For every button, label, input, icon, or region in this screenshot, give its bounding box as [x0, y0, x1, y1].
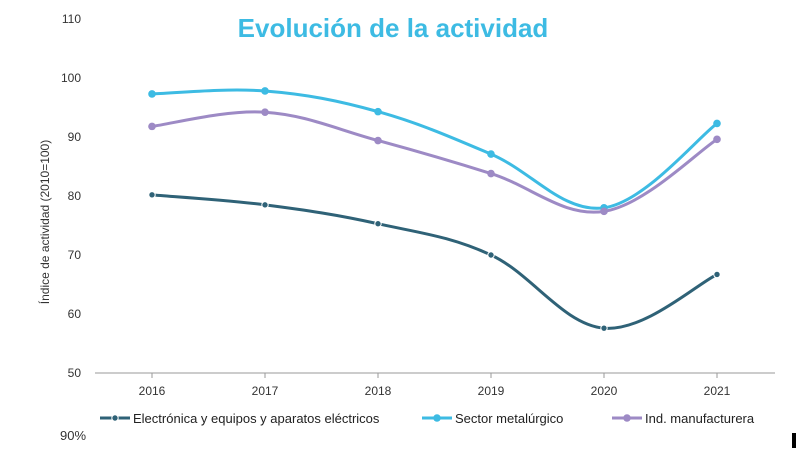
series-line — [150, 110, 719, 214]
legend: Electrónica y equipos y aparatos eléctri… — [100, 411, 755, 426]
data-point — [487, 150, 495, 158]
data-point — [600, 207, 608, 216]
x-tick-label: 2021 — [704, 384, 731, 398]
data-point — [148, 191, 156, 199]
data-point — [487, 169, 495, 178]
series-line — [150, 193, 719, 330]
x-tick-label: 2018 — [365, 384, 392, 398]
legend-marker — [623, 414, 631, 422]
y-axis-ticks: 50 60 70 80 90 100 110 — [61, 12, 81, 380]
series-line — [150, 88, 719, 210]
y-tick-label: 60 — [68, 307, 82, 321]
data-point — [374, 107, 382, 116]
y-tick-label: 80 — [68, 189, 82, 203]
data-point — [261, 108, 269, 117]
y-tick-label: 100 — [61, 71, 81, 85]
data-point — [713, 135, 721, 144]
data-point — [600, 324, 608, 332]
x-tick-label: 2016 — [139, 384, 166, 398]
data-point — [261, 87, 269, 95]
legend-marker — [111, 414, 119, 422]
legend-label: Electrónica y equipos y aparatos eléctri… — [133, 411, 380, 426]
y-tick-label: 50 — [68, 366, 82, 380]
x-tick-label: 2019 — [478, 384, 505, 398]
edge-fragment — [792, 433, 796, 448]
data-point — [487, 251, 495, 259]
y-tick-label: 70 — [68, 248, 82, 262]
x-axis-ticks: 2016 2017 2018 2019 2020 2021 — [139, 373, 731, 398]
y-tick-label: 110 — [62, 12, 81, 26]
data-point — [261, 201, 269, 209]
x-tick-label: 2020 — [591, 384, 618, 398]
x-tick-label: 2017 — [252, 384, 279, 398]
data-point — [713, 270, 721, 279]
data-point — [713, 119, 721, 128]
series-points — [148, 87, 721, 332]
series-lines — [150, 88, 719, 330]
legend-label: Sector metalúrgico — [455, 411, 563, 426]
legend-marker — [433, 414, 441, 422]
data-point — [148, 90, 156, 98]
legend-label: Ind. manufacturera — [645, 411, 755, 426]
footer-note: 90% — [60, 428, 87, 443]
data-point — [148, 122, 156, 131]
y-axis-label: Índice de actividad (2010=100) — [37, 140, 52, 304]
data-point — [374, 136, 382, 145]
data-point — [374, 220, 382, 228]
chart-title: Evolución de la actividad — [238, 13, 549, 43]
y-tick-label: 90 — [68, 130, 82, 144]
